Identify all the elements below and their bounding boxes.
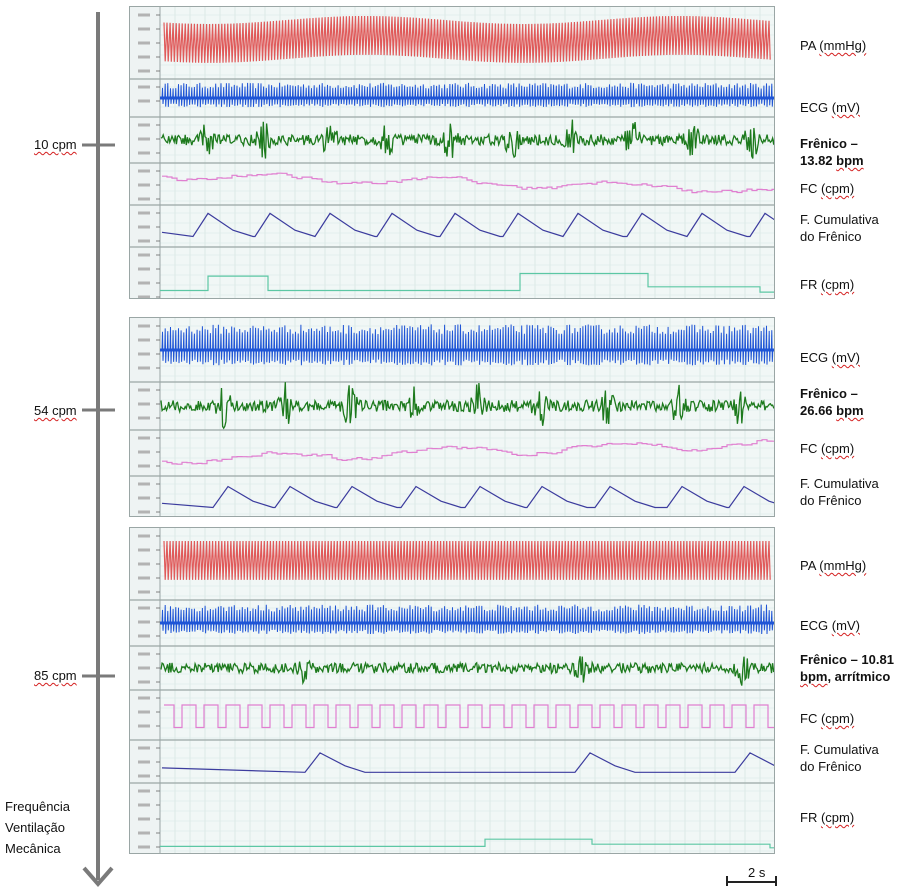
pa-trace xyxy=(163,15,771,63)
phrenic-cumulative-trace xyxy=(161,212,774,238)
axis-label-line-2: Mecânica xyxy=(5,841,61,856)
recording-panel-54cpm xyxy=(129,317,775,517)
axis-arrowhead xyxy=(82,866,114,888)
ecg-trace xyxy=(161,604,774,635)
recording-panel-85cpm xyxy=(129,527,775,854)
heart-rate-trace xyxy=(164,704,774,729)
rate-label-10: 10 cpm xyxy=(34,137,77,152)
channel-label-pa-1: PA (mmHg) xyxy=(800,38,867,53)
channel-label-fc-1: FC (cpm) xyxy=(800,181,855,196)
axis-label-line-0: Frequência xyxy=(5,799,71,814)
grid xyxy=(159,528,774,853)
channel-label-fr-1: FR (cpm) xyxy=(800,277,855,292)
channel-label-fcum-1: F. Cumulativa do Frênico xyxy=(800,212,879,244)
channel-label-fren-2: Frênico –26.66 bpm xyxy=(800,386,864,418)
ventilation-axis-label: Frequência Ventilação Mecânica xyxy=(5,796,70,859)
channel-label-ecg-3: ECG (mV) xyxy=(800,618,860,633)
pa-trace xyxy=(163,540,771,580)
resp-rate-trace xyxy=(160,838,774,849)
channel-label-fren-1: Frênico –13.82 bpm xyxy=(800,136,864,168)
rate-label-85: 85 cpm xyxy=(34,668,77,683)
channel-label-fcum-3: F. Cumulativa do Frênico xyxy=(800,742,879,774)
heart-rate-trace xyxy=(162,172,774,194)
channel-label-ecg-1: ECG (mV) xyxy=(800,100,860,115)
channel-label-fren-3: Frênico – 10.81 bpm, arrítmico xyxy=(800,652,894,684)
recording-panel-10cpm xyxy=(129,6,775,299)
ecg-trace xyxy=(161,82,774,108)
ecg-trace xyxy=(161,324,774,366)
scale-bar-label: 2 s xyxy=(748,865,766,880)
heart-rate-trace xyxy=(162,439,774,465)
phrenic-trace xyxy=(160,656,774,686)
phrenic-cumulative-trace xyxy=(161,485,774,509)
channel-label-fr-3: FR (cpm) xyxy=(800,810,855,825)
channel-label-pa-3: PA (mmHg) xyxy=(800,558,867,573)
channel-label-fc-2: FC (cpm) xyxy=(800,441,855,456)
phrenic-trace xyxy=(160,119,774,159)
channel-label-ecg-2: ECG (mV) xyxy=(800,350,860,365)
axis-label-line-1: Ventilação xyxy=(5,820,65,835)
rate-label-54: 54 cpm xyxy=(34,403,77,418)
phrenic-trace xyxy=(160,382,774,430)
channel-label-fc-3: FC (cpm) xyxy=(800,711,855,726)
resp-rate-trace xyxy=(160,272,774,293)
channel-label-fcum-2: F. Cumulativa do Frênico xyxy=(800,476,879,508)
phrenic-cumulative-trace xyxy=(161,752,774,773)
